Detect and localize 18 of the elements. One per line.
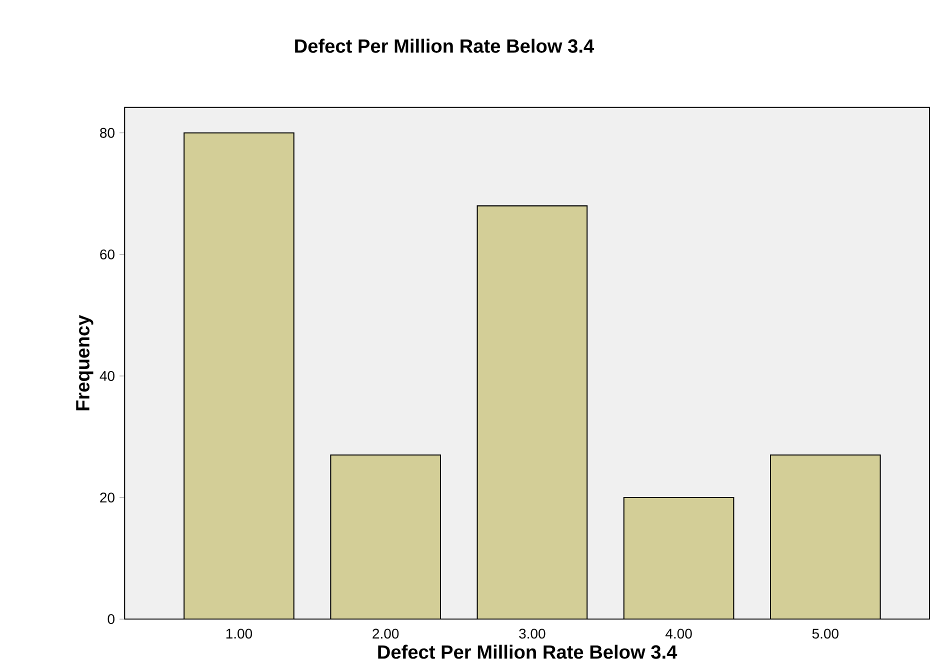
y-tick-label: 60 [100, 249, 114, 260]
x-tick-label: 5.00 [812, 628, 838, 638]
bar [476, 205, 588, 619]
y-axis-title: Frequency [76, 314, 94, 410]
y-tick-label: 20 [100, 492, 114, 502]
x-tick-label: 4.00 [665, 628, 692, 638]
x-tick-label: 2.00 [372, 628, 399, 638]
chart-title: Defect Per Million Rate Below 3.4 [295, 38, 594, 53]
y-tick-label: 0 [108, 614, 114, 624]
bar [330, 454, 441, 619]
bar [624, 497, 734, 619]
bar [184, 132, 294, 619]
bar [770, 454, 881, 619]
x-axis-title: Defect Per Million Rate Below 3.4 [378, 644, 678, 659]
y-tick-label: 40 [100, 370, 114, 381]
y-tick-label: 80 [100, 128, 114, 138]
x-tick-label: 1.00 [226, 628, 252, 638]
x-tick-label: 3.00 [519, 628, 546, 638]
